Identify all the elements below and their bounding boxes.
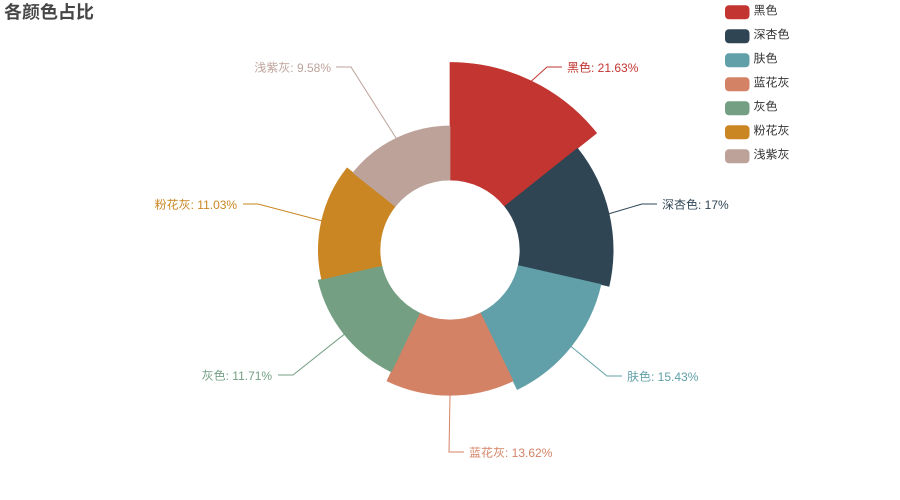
svg-text:: 13.62%: : 13.62% xyxy=(505,446,553,460)
svg-text:: 9.58%: : 9.58% xyxy=(290,61,331,75)
svg-text:: 21.63%: : 21.63% xyxy=(591,61,639,75)
svg-text:: 17%: : 17% xyxy=(698,198,729,212)
svg-text:: 15.43%: : 15.43% xyxy=(651,370,699,384)
svg-text:: 11.03%: : 11.03% xyxy=(191,198,238,212)
svg-text:: 11.71%: : 11.71% xyxy=(226,369,273,383)
